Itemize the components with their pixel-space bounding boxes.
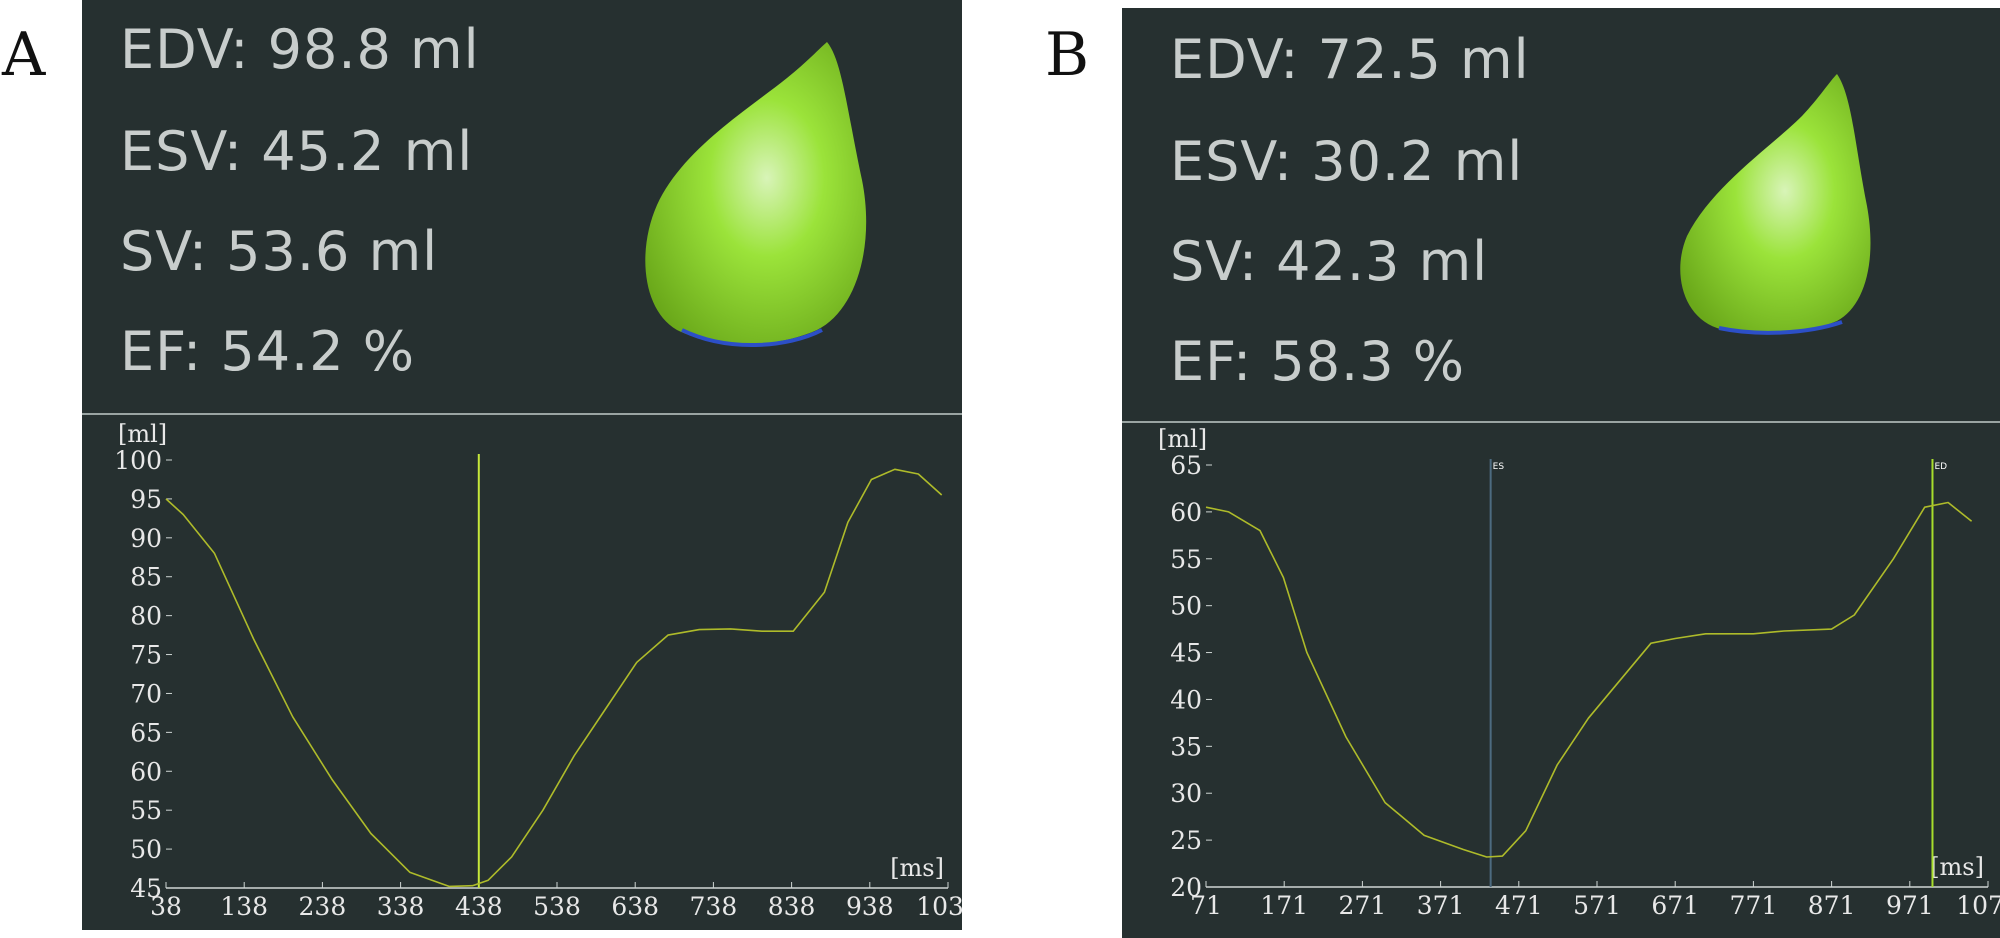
volume-chart-a: 45 50 55 60 65 70 75 80 85 90 95 100 38 138 238 338 438 5… <box>82 415 962 930</box>
y-tick-label-b: 50 <box>1170 592 1202 621</box>
x-tick-label-a: 438 <box>455 892 503 921</box>
x-tick-label-b: 671 <box>1651 891 1699 920</box>
ef-value-a: EF: 54.2 % <box>120 320 416 383</box>
sv-value-a: SV: 53.6 ml <box>120 220 439 283</box>
panel-divider-b <box>1122 421 2000 423</box>
x-tick-label-a: 838 <box>768 892 816 921</box>
volume-curve-chart-b: 20 25 30 35 40 45 50 55 60 65 71 171 271 371 471 571 671… <box>1158 425 2000 920</box>
sv-value-b: SV: 42.3 ml <box>1170 230 1489 293</box>
x-tick-label-b: 171 <box>1260 891 1308 920</box>
x-tick-label-b: 971 <box>1886 891 1934 920</box>
x-tick-label-a: 238 <box>299 892 347 921</box>
y-tick-label-b: 30 <box>1170 779 1202 808</box>
y-tick-label-b: 25 <box>1170 826 1202 855</box>
esv-value-a: ESV: 45.2 ml <box>120 120 474 183</box>
x-tick-label-b: 271 <box>1339 891 1387 920</box>
panel-letter-b: B <box>1045 20 1090 90</box>
x-tick-label-a: 1038 <box>916 892 962 921</box>
y-tick-label-b: 35 <box>1170 732 1202 761</box>
volume-curve-chart-a: 45 50 55 60 65 70 75 80 85 90 95 100 38 138 238 338 438 5… <box>114 420 962 921</box>
x-tick-label-a: 938 <box>846 892 894 921</box>
volume-curve-line-a <box>165 468 943 888</box>
y-tick-label-a: 70 <box>130 679 162 708</box>
y-tick-label-a: 80 <box>130 602 162 631</box>
y-tick-label-b: 60 <box>1170 498 1202 527</box>
ventricle-3d-model-b <box>1680 74 1871 335</box>
x-tick-label-b: 771 <box>1730 891 1778 920</box>
x-tick-label-a: 538 <box>533 892 581 921</box>
y-tick-label-a: 65 <box>130 718 162 747</box>
volume-curve-line-b <box>1205 501 1973 858</box>
y-tick-label-b: 55 <box>1170 545 1202 574</box>
y-tick-label-a: 45 <box>130 874 162 903</box>
ventricle-3d-model-a <box>645 42 867 348</box>
y-tick-label-b: 20 <box>1170 873 1202 902</box>
volume-chart-b: 20 25 30 35 40 45 50 55 60 65 71 171 271 371 471 571 671… <box>1122 423 2000 938</box>
y-tick-label-a: 100 <box>114 446 162 475</box>
y-axis-unit-label-b: [ml] <box>1158 425 1207 453</box>
y-tick-label-a: 75 <box>130 641 162 670</box>
marker-label-ed: ED <box>1934 462 1947 472</box>
x-tick-label-b: 71 <box>1190 891 1222 920</box>
x-tick-label-b: 371 <box>1417 891 1465 920</box>
edv-value-a: EDV: 98.8 ml <box>120 18 480 81</box>
x-tick-label-a: 38 <box>150 892 182 921</box>
x-tick-label-b: 471 <box>1495 891 1543 920</box>
y-tick-label-a: 85 <box>130 563 162 592</box>
ef-value-b: EF: 58.3 % <box>1170 330 1466 393</box>
y-tick-label-b: 65 <box>1170 451 1202 480</box>
y-tick-label-a: 50 <box>130 835 162 864</box>
x-tick-label-b: 1071 <box>1956 891 2000 920</box>
x-tick-label-a: 638 <box>611 892 659 921</box>
x-tick-label-a: 138 <box>220 892 268 921</box>
y-tick-label-a: 55 <box>130 796 162 825</box>
marker-label-es: ES <box>1493 462 1505 472</box>
x-tick-label-a: 738 <box>690 892 738 921</box>
y-tick-label-a: 95 <box>130 485 162 514</box>
x-axis-unit-label-a: [ms] <box>890 854 944 882</box>
y-tick-label-a: 60 <box>130 757 162 786</box>
panel-letter-a: A <box>2 20 46 90</box>
x-axis-unit-label-b: [ms] <box>1930 853 1984 881</box>
x-tick-label-a: 338 <box>377 892 425 921</box>
y-axis-unit-label-a: [ml] <box>118 420 167 448</box>
edv-value-b: EDV: 72.5 ml <box>1170 28 1530 91</box>
x-tick-label-b: 571 <box>1573 891 1621 920</box>
esv-value-b: ESV: 30.2 ml <box>1170 130 1524 193</box>
y-tick-label-a: 90 <box>130 524 162 553</box>
summary-panel-b: EDV: 72.5 ml ESV: 30.2 ml SV: 42.3 ml EF… <box>1122 8 2000 422</box>
panel-divider-a <box>82 413 962 415</box>
summary-panel-a: EDV: 98.8 ml ESV: 45.2 ml SV: 53.6 ml EF… <box>82 0 962 414</box>
y-tick-label-b: 45 <box>1170 639 1202 668</box>
x-tick-label-b: 871 <box>1808 891 1856 920</box>
y-tick-label-b: 40 <box>1170 685 1202 714</box>
